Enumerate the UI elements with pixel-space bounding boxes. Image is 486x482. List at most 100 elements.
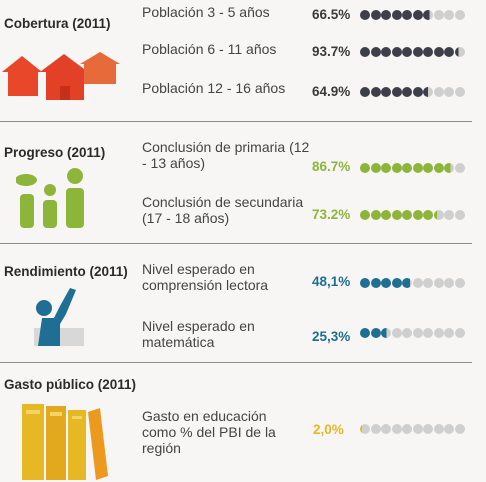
meter-dot xyxy=(433,87,444,97)
meter-dot xyxy=(412,10,423,20)
meter-dot xyxy=(423,328,433,338)
pct-comprension-lectora: 48,1% xyxy=(312,274,351,289)
meter-dot xyxy=(360,47,370,57)
section-title-gasto-publico: Gasto público (2011) xyxy=(4,377,137,392)
meter-dot xyxy=(402,424,412,434)
meter-dot xyxy=(360,278,370,288)
meter-dot xyxy=(444,424,454,434)
meter-dot xyxy=(444,163,454,173)
meter-dot xyxy=(360,424,370,434)
meter-dot xyxy=(433,328,444,338)
meter-dot xyxy=(433,278,444,288)
meter-dot xyxy=(423,47,433,57)
meter-dot xyxy=(444,47,454,57)
meter-dot xyxy=(360,87,370,97)
meter-dot xyxy=(433,10,444,20)
meter-dot xyxy=(391,163,402,173)
meter-dot xyxy=(454,87,465,97)
meter-dot xyxy=(360,328,370,338)
pct-conclusion-secundaria: 73.2% xyxy=(312,207,351,222)
pct-poblacion-3-5: 66.5% xyxy=(312,7,351,22)
meter-dot xyxy=(423,87,433,97)
dot-meter-gasto-educacion xyxy=(360,424,465,434)
meter-dot xyxy=(423,10,433,20)
meter-dot xyxy=(454,10,465,20)
meter-dot xyxy=(412,163,423,173)
meter-dot xyxy=(412,87,423,97)
row-label-poblacion-6-11: Población 6 - 11 años xyxy=(142,41,277,57)
pct-poblacion-12-16: 64.9% xyxy=(312,84,351,99)
dot-meter-conclusion-secundaria xyxy=(360,210,465,220)
meter-dot xyxy=(370,210,381,220)
meter-dot xyxy=(423,210,433,220)
meter-dot xyxy=(370,87,381,97)
meter-dot xyxy=(433,424,444,434)
meter-dot xyxy=(381,328,391,338)
row-label-conclusion-secundaria: Conclusión de secundaria (17 - 18 años) xyxy=(142,194,304,226)
meter-dot xyxy=(412,210,423,220)
meter-dot xyxy=(402,163,412,173)
meter-dot xyxy=(360,10,370,20)
pct-conclusion-primaria: 86.7% xyxy=(312,159,351,174)
meter-dot xyxy=(444,87,454,97)
books-icon xyxy=(22,404,108,480)
meter-dot xyxy=(381,47,391,57)
section-title-progreso: Progreso (2011) xyxy=(4,145,106,160)
meter-dot xyxy=(402,210,412,220)
meter-dot xyxy=(402,278,412,288)
section-title-cobertura: Cobertura (2011) xyxy=(4,16,111,31)
pct-gasto-educacion: 2,0% xyxy=(313,422,344,437)
divider xyxy=(0,121,472,122)
meter-dot xyxy=(433,47,444,57)
meter-dot xyxy=(391,10,402,20)
meter-dot xyxy=(381,10,391,20)
row-label-matematica: Nivel esperado en matemática xyxy=(142,318,255,350)
students-icon xyxy=(16,168,84,228)
meter-dot xyxy=(412,47,423,57)
meter-dot xyxy=(454,424,465,434)
row-label-gasto-educacion: Gasto en educación como % del PBI de la … xyxy=(142,408,276,456)
divider xyxy=(0,362,472,363)
meter-dot xyxy=(391,47,402,57)
meter-dot xyxy=(454,328,465,338)
meter-dot xyxy=(381,210,391,220)
meter-dot xyxy=(454,210,465,220)
meter-dot xyxy=(444,328,454,338)
meter-dot xyxy=(391,87,402,97)
meter-dot xyxy=(391,210,402,220)
meter-dot xyxy=(370,47,381,57)
meter-dot xyxy=(433,163,444,173)
raised-hand-student-icon xyxy=(34,288,84,346)
pct-matematica: 25,3% xyxy=(312,329,351,344)
meter-dot xyxy=(370,163,381,173)
dot-meter-poblacion-6-11 xyxy=(360,47,465,57)
row-label-comprension-lectora: Nivel esperado en comprensión lectora xyxy=(142,261,269,293)
meter-dot xyxy=(454,278,465,288)
meter-dot xyxy=(391,278,402,288)
meter-dot xyxy=(423,163,433,173)
houses-icon xyxy=(2,52,120,100)
meter-dot xyxy=(402,10,412,20)
row-label-poblacion-3-5: Población 3 - 5 años xyxy=(142,4,270,20)
meter-dot xyxy=(402,328,412,338)
dot-meter-comprension-lectora xyxy=(360,278,465,288)
row-label-conclusion-primaria: Conclusión de primaria (12 - 13 años) xyxy=(142,139,310,171)
dot-meter-poblacion-12-16 xyxy=(360,87,465,97)
meter-dot xyxy=(360,163,370,173)
meter-dot xyxy=(370,328,381,338)
section-title-rendimiento: Rendimiento (2011) xyxy=(4,264,128,279)
meter-dot xyxy=(412,278,423,288)
meter-dot xyxy=(381,424,391,434)
meter-dot xyxy=(360,210,370,220)
meter-dot xyxy=(454,163,465,173)
meter-dot xyxy=(402,87,412,97)
dot-meter-conclusion-primaria xyxy=(360,163,465,173)
meter-dot xyxy=(391,328,402,338)
meter-dot xyxy=(433,210,444,220)
meter-dot xyxy=(381,278,391,288)
meter-dot xyxy=(423,424,433,434)
divider xyxy=(0,243,472,244)
meter-dot xyxy=(423,278,433,288)
pct-poblacion-6-11: 93.7% xyxy=(312,44,351,59)
meter-dot xyxy=(381,163,391,173)
